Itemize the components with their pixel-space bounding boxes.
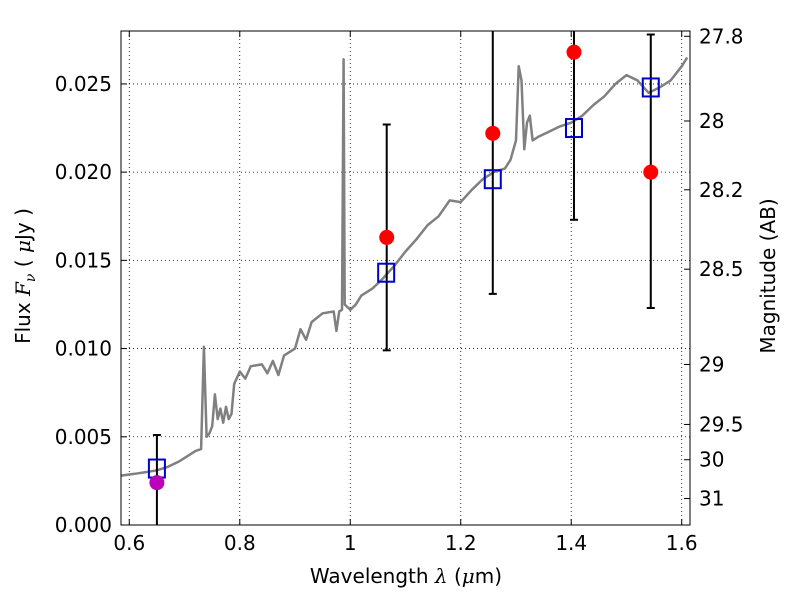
x-tick-label: 0.8 bbox=[224, 531, 256, 555]
observed-point bbox=[485, 125, 501, 141]
observed-point bbox=[379, 229, 395, 245]
y-tick-label: 0.020 bbox=[55, 160, 112, 184]
plot-area bbox=[121, 31, 690, 525]
x-tick-label: 1.6 bbox=[666, 531, 698, 555]
y-axis-title: Flux Fν ( μJy ) bbox=[11, 208, 39, 344]
right-axis-tick-label: 28.5 bbox=[699, 257, 744, 281]
right-axis-title: Magnitude (AB) bbox=[756, 198, 780, 353]
observed-point bbox=[643, 164, 659, 180]
model-spectrum bbox=[121, 56, 689, 477]
right-axis-tick-label: 29 bbox=[699, 352, 724, 376]
model-band-marker bbox=[483, 169, 502, 190]
y-tick-label: 0.015 bbox=[55, 248, 112, 272]
observed-point bbox=[149, 475, 165, 491]
right-axis-tick-label: 29.5 bbox=[699, 412, 744, 436]
right-axis-tick-label: 28 bbox=[699, 109, 724, 133]
y-tick-label: 0.010 bbox=[55, 337, 112, 361]
right-axis-tick-label: 30 bbox=[699, 448, 724, 472]
x-tick-label: 1 bbox=[344, 531, 357, 555]
ticks: 0.6 0.8 1 1.2 1.4 1.6 0.000 0.005 0.010 0.015 0.02… bbox=[55, 24, 744, 555]
model-band-marker bbox=[377, 262, 396, 283]
y-tick-label: 0.025 bbox=[55, 72, 112, 96]
model-band-marker bbox=[641, 77, 660, 98]
plot-frame bbox=[120, 30, 691, 526]
x-tick-label: 0.6 bbox=[113, 531, 145, 555]
x-tick-label: 1.4 bbox=[555, 531, 587, 555]
right-axis-tick-label: 27.8 bbox=[699, 24, 744, 48]
right-axis-tick-label: 28.2 bbox=[699, 178, 744, 202]
y-tick-label: 0.005 bbox=[55, 425, 112, 449]
model-spectrum-line bbox=[121, 56, 689, 477]
x-tick-label: 1.2 bbox=[445, 531, 477, 555]
y-tick-label: 0.000 bbox=[55, 513, 112, 537]
observed-points bbox=[149, 44, 659, 491]
model-band-marker bbox=[564, 118, 583, 139]
right-axis-tick-label: 31 bbox=[699, 487, 724, 511]
observed-point bbox=[566, 44, 582, 60]
x-axis-title: Wavelength λ (μm) bbox=[310, 564, 502, 588]
